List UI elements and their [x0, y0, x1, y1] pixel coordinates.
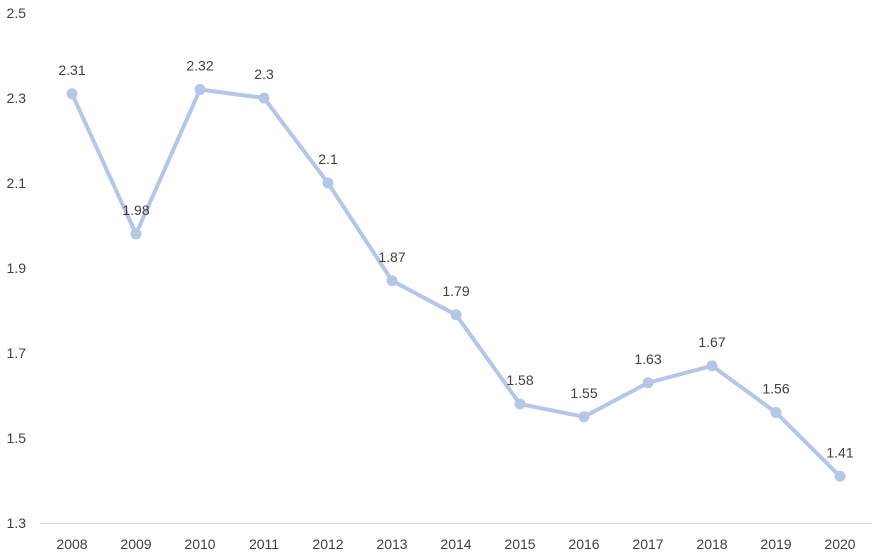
y-axis: 1.3 1.5 1.7 1.9 2.1 2.3 2.5 [7, 5, 27, 531]
x-tick-label: 2009 [120, 536, 151, 552]
data-point [130, 228, 142, 240]
x-tick-label: 2013 [376, 536, 407, 552]
x-axis: 2008 2009 2010 2011 2012 2013 2014 2015 2016 2017… [56, 536, 855, 552]
y-tick-label: 1.7 [7, 345, 27, 361]
y-tick-label: 1.5 [7, 430, 27, 446]
data-label: 2.3 [254, 66, 274, 82]
data-point [834, 470, 846, 482]
data-label: 1.87 [378, 249, 405, 265]
data-label: 1.98 [122, 202, 149, 218]
data-label: 1.41 [826, 444, 853, 460]
data-point [642, 377, 654, 389]
data-point [514, 398, 526, 410]
y-tick-label: 2.3 [7, 90, 27, 106]
data-label: 1.55 [570, 385, 597, 401]
data-label: 1.63 [634, 351, 661, 367]
data-markers [66, 84, 846, 482]
x-tick-label: 2018 [696, 536, 727, 552]
data-point [66, 88, 78, 100]
y-tick-label: 2.1 [7, 175, 27, 191]
x-tick-label: 2016 [568, 536, 599, 552]
data-label: 1.79 [442, 283, 469, 299]
data-point [322, 177, 334, 189]
x-tick-label: 2008 [56, 536, 87, 552]
x-tick-label: 2015 [504, 536, 535, 552]
y-tick-label: 2.5 [7, 5, 27, 21]
x-tick-label: 2012 [312, 536, 343, 552]
data-point [770, 407, 782, 418]
data-point [386, 275, 398, 287]
data-point [194, 84, 206, 95]
y-tick-label: 1.3 [7, 515, 27, 531]
data-label: 1.56 [762, 381, 789, 397]
data-point [578, 411, 590, 423]
x-tick-label: 2020 [824, 536, 855, 552]
x-tick-label: 2017 [632, 536, 663, 552]
data-label: 2.32 [186, 58, 213, 74]
data-label: 1.67 [698, 334, 725, 350]
x-tick-label: 2010 [184, 536, 215, 552]
data-labels: 2.31 1.98 2.32 2.3 2.1 1.87 1.79 1.58 1.55 1.63 1.… [58, 58, 853, 461]
data-point [706, 360, 718, 372]
x-tick-label: 2011 [249, 536, 279, 552]
data-point [258, 92, 270, 104]
data-point [450, 309, 462, 321]
x-tick-label: 2014 [440, 536, 471, 552]
data-label: 2.1 [318, 151, 338, 167]
y-tick-label: 1.9 [7, 260, 27, 276]
data-label: 1.58 [506, 372, 533, 388]
data-label: 2.31 [58, 62, 85, 78]
x-tick-label: 2019 [760, 536, 791, 552]
